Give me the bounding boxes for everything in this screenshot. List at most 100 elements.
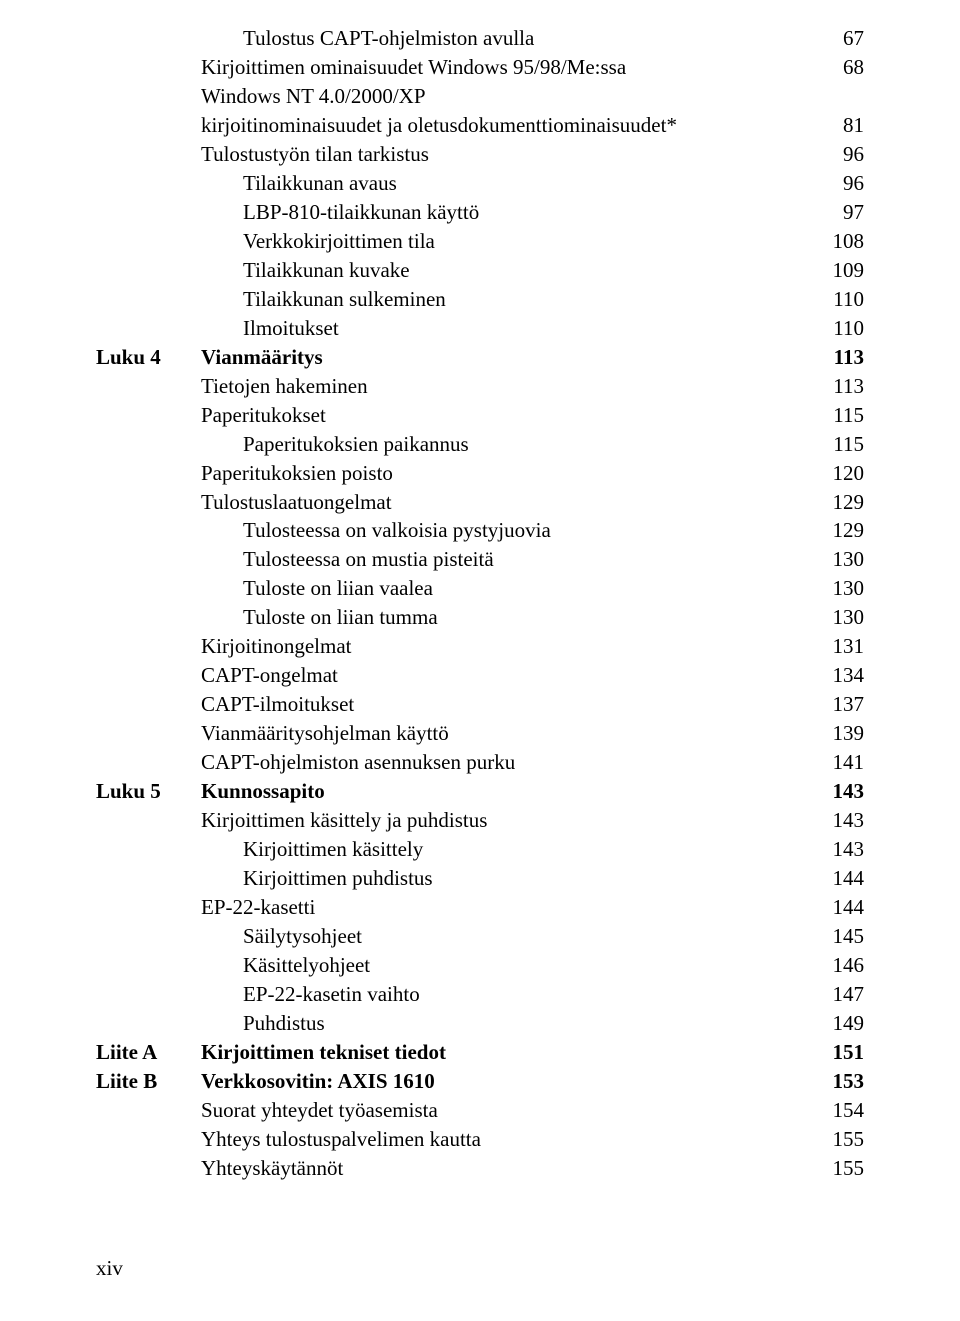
toc-page-number: 131 (824, 632, 864, 661)
toc-entry-title: CAPT-ohjelmiston asennuksen purku (201, 748, 515, 777)
toc-entry-title: Tuloste on liian vaalea (201, 574, 433, 603)
toc-entry-title: Tulosteessa on valkoisia pystyjuovia (201, 516, 551, 545)
toc-entry-title: Paperitukoksien paikannus (201, 430, 469, 459)
toc-entry-title: Verkkokirjoittimen tila (201, 227, 435, 256)
toc-entry-title: Tuloste on liian tumma (201, 603, 438, 632)
toc-entry-title: Kirjoittimen puhdistus (201, 864, 433, 893)
table-of-contents: Tulostus CAPT-ohjelmiston avulla67Kirjoi… (96, 24, 864, 1183)
toc-entry-title: EP-22-kasetin vaihto (201, 980, 420, 1009)
page: Tulostus CAPT-ohjelmiston avulla67Kirjoi… (0, 0, 960, 1321)
toc-row: Kirjoittimen käsittely143 (96, 835, 864, 864)
toc-row: Tuloste on liian vaalea130 (96, 574, 864, 603)
toc-page-number: 67 (824, 24, 864, 53)
toc-page-number: 115 (824, 401, 864, 430)
toc-row: Tulosteessa on mustia pisteitä 130 (96, 545, 864, 574)
toc-page-number: 96 (824, 140, 864, 169)
toc-row: Tietojen hakeminen 113 (96, 372, 864, 401)
toc-row: Kirjoitinongelmat 131 (96, 632, 864, 661)
toc-page-number: 110 (824, 285, 864, 314)
toc-entry-title: Tilaikkunan avaus (201, 169, 397, 198)
toc-entry-title: Tilaikkunan kuvake (201, 256, 410, 285)
toc-entry-title: Tietojen hakeminen (201, 372, 368, 401)
toc-row: Liite BVerkkosovitin: AXIS 1610153 (96, 1067, 864, 1096)
toc-page-number: 139 (824, 719, 864, 748)
toc-entry-title: Paperitukokset (201, 401, 326, 430)
toc-row: Luku 5Kunnossapito143 (96, 777, 864, 806)
toc-row: Tulostus CAPT-ohjelmiston avulla 67 (96, 24, 864, 53)
toc-entry-title: Tilaikkunan sulkeminen (201, 285, 446, 314)
toc-entry-title: Suorat yhteydet työasemista (201, 1096, 438, 1125)
toc-entry-title: Vianmääritysohjelman käyttö (201, 719, 449, 748)
toc-entry-title: kirjoitinominaisuudet ja oletusdokumentt… (201, 111, 677, 140)
toc-entry-title: Yhteyskäytännöt (201, 1154, 343, 1183)
toc-page-number: 113 (824, 343, 864, 372)
toc-page-number: 81 (824, 111, 864, 140)
toc-entry-title: Verkkosovitin: AXIS 1610 (201, 1067, 435, 1096)
toc-entry-title: Tulostustyön tilan tarkistus (201, 140, 429, 169)
toc-page-number: 68 (824, 53, 864, 82)
toc-row: Luku 4Vianmääritys 113 (96, 343, 864, 372)
toc-entry-title: Tulostus CAPT-ohjelmiston avulla (201, 24, 534, 53)
toc-row: CAPT-ilmoitukset 137 (96, 690, 864, 719)
toc-row: Liite AKirjoittimen tekniset tiedot 151 (96, 1038, 864, 1067)
toc-page-number: 143 (824, 835, 864, 864)
toc-row: LBP-810-tilaikkunan käyttö 97 (96, 198, 864, 227)
toc-entry-title: Käsittelyohjeet (201, 951, 370, 980)
toc-entry-title: EP-22-kasetti (201, 893, 315, 922)
toc-row: Säilytysohjeet145 (96, 922, 864, 951)
toc-row: Vianmääritysohjelman käyttö 139 (96, 719, 864, 748)
toc-row: Puhdistus149 (96, 1009, 864, 1038)
toc-entry-title: Tulosteessa on mustia pisteitä (201, 545, 494, 574)
toc-row: Ilmoitukset 110 (96, 314, 864, 343)
toc-page-number: 130 (824, 603, 864, 632)
toc-entry-title: Kirjoittimen käsittely ja puhdistus (201, 806, 487, 835)
toc-chapter-label: Liite A (96, 1038, 201, 1067)
toc-page-number: 115 (824, 430, 864, 459)
toc-entry-title: Vianmääritys (201, 343, 323, 372)
toc-row: Kirjoittimen käsittely ja puhdistus 143 (96, 806, 864, 835)
toc-page-number: 154 (824, 1096, 864, 1125)
toc-row: Tulosteessa on valkoisia pystyjuovia 129 (96, 516, 864, 545)
toc-entry-title: Kirjoittimen tekniset tiedot (201, 1038, 446, 1067)
page-number-footer: xiv (96, 1256, 123, 1281)
toc-row: CAPT-ongelmat 134 (96, 661, 864, 690)
toc-page-number: 129 (824, 516, 864, 545)
toc-entry-title: Ilmoitukset (201, 314, 339, 343)
toc-page-number: 151 (824, 1038, 864, 1067)
toc-row: Tuloste on liian tumma 130 (96, 603, 864, 632)
toc-page-number: 155 (824, 1154, 864, 1183)
toc-entry-title: Kunnossapito (201, 777, 325, 806)
toc-row: Käsittelyohjeet146 (96, 951, 864, 980)
toc-page-number: 110 (824, 314, 864, 343)
toc-chapter-label: Liite B (96, 1067, 201, 1096)
toc-chapter-label: Luku 4 (96, 343, 201, 372)
toc-page-number: 130 (824, 545, 864, 574)
toc-row: Tilaikkunan kuvake 109 (96, 256, 864, 285)
toc-page-number: 149 (824, 1009, 864, 1038)
toc-page-number: 108 (824, 227, 864, 256)
toc-page-number: 137 (824, 690, 864, 719)
toc-row: Yhteys tulostuspalvelimen kautta155 (96, 1125, 864, 1154)
toc-row: Verkkokirjoittimen tila 108 (96, 227, 864, 256)
toc-entry-title: CAPT-ongelmat (201, 661, 338, 690)
toc-page-number: 141 (824, 748, 864, 777)
toc-row: Windows NT 4.0/2000/XP (96, 82, 864, 111)
toc-page-number: 120 (824, 459, 864, 488)
toc-row: Tilaikkunan avaus96 (96, 169, 864, 198)
toc-page-number: 109 (824, 256, 864, 285)
toc-entry-title: Kirjoitinongelmat (201, 632, 351, 661)
toc-page-number: 144 (824, 864, 864, 893)
toc-row: Kirjoittimen puhdistus 144 (96, 864, 864, 893)
toc-entry-title: CAPT-ilmoitukset (201, 690, 354, 719)
toc-row: EP-22-kasetin vaihto147 (96, 980, 864, 1009)
toc-page-number: 97 (824, 198, 864, 227)
toc-page-number: 113 (824, 372, 864, 401)
toc-page-number: 143 (824, 806, 864, 835)
toc-row: Tulostustyön tilan tarkistus 96 (96, 140, 864, 169)
toc-entry-title: Tulostuslaatuongelmat (201, 488, 392, 517)
toc-row: Tilaikkunan sulkeminen 110 (96, 285, 864, 314)
toc-row: Kirjoittimen ominaisuudet Windows 95/98/… (96, 53, 864, 82)
toc-entry-title: Windows NT 4.0/2000/XP (201, 82, 426, 111)
toc-page-number: 134 (824, 661, 864, 690)
toc-entry-title: LBP-810-tilaikkunan käyttö (201, 198, 479, 227)
